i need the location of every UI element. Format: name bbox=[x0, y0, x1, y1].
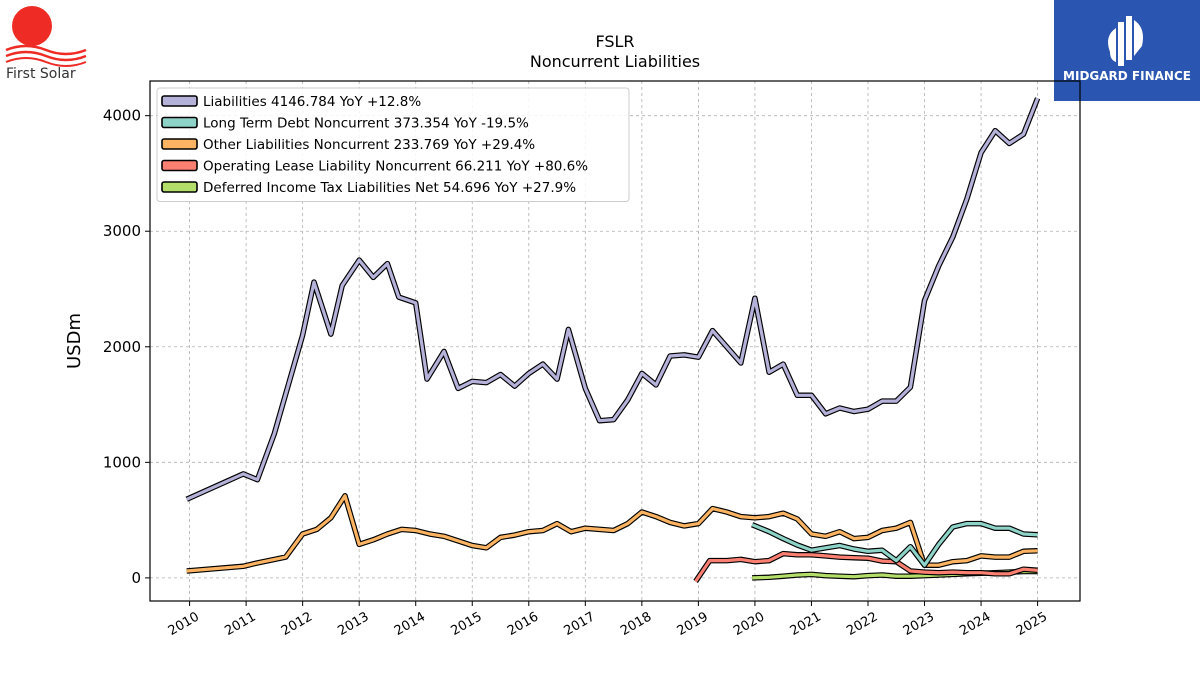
x-tick-label: 2018 bbox=[618, 609, 654, 639]
series-line bbox=[694, 551, 1038, 583]
partner-name: MIDGARD FINANCE bbox=[1063, 69, 1191, 83]
series-line bbox=[186, 97, 1040, 501]
x-tick-label: 2023 bbox=[901, 609, 937, 639]
legend: Liabilities 4146.784 YoY +12.8% Long Term… bbox=[156, 87, 630, 202]
legend-swatch bbox=[161, 159, 198, 172]
brand-name: First Solar bbox=[6, 66, 76, 82]
series-line bbox=[186, 494, 1038, 573]
first-solar-logo: First Solar bbox=[4, 4, 104, 84]
series-0 bbox=[185, 97, 1041, 502]
x-tick-label: 2021 bbox=[788, 609, 824, 639]
legend-swatch bbox=[161, 95, 198, 107]
legend-entry: Deferred Income Tax Liabilities Net 54.6… bbox=[203, 180, 576, 196]
legend-entry: Liabilities 4146.784 YoY +12.8% bbox=[203, 94, 421, 110]
wave-icon bbox=[5, 44, 87, 67]
legend-entry: Long Term Debt Noncurrent 373.354 YoY -1… bbox=[203, 116, 529, 132]
series-1 bbox=[751, 520, 1038, 568]
series-lines bbox=[185, 97, 1041, 583]
x-tick-label: 2012 bbox=[279, 609, 315, 639]
plot-frame bbox=[149, 80, 1081, 602]
x-tick-label: 2017 bbox=[562, 609, 598, 639]
x-tick-label: 2014 bbox=[392, 609, 428, 639]
y-tick-label: 0 bbox=[131, 569, 141, 587]
x-tick-label: 2010 bbox=[166, 609, 202, 639]
y-tick-label: 1000 bbox=[103, 453, 141, 471]
x-tick-label: 2020 bbox=[731, 609, 767, 639]
x-tick-label: 2016 bbox=[505, 609, 541, 639]
x-tick-label: 2011 bbox=[222, 609, 258, 639]
legend-box bbox=[156, 87, 630, 202]
legend-swatch bbox=[161, 116, 198, 129]
midgard-emblem-icon bbox=[1054, 0, 1200, 101]
legend-entry: Other Liabilities Noncurrent 233.769 YoY… bbox=[203, 137, 535, 153]
y-tick-label: 2000 bbox=[103, 338, 141, 356]
sun-icon bbox=[12, 6, 52, 46]
x-tick-label: 2022 bbox=[844, 609, 880, 639]
legend-entry: Operating Lease Liability Noncurrent 66.… bbox=[203, 159, 588, 175]
x-tick-label: 2019 bbox=[675, 609, 711, 639]
series-3 bbox=[693, 550, 1038, 583]
series-outline bbox=[186, 493, 1038, 574]
x-tick-label: 2024 bbox=[957, 609, 993, 639]
x-tick-label: 2013 bbox=[335, 609, 371, 639]
legend-swatch bbox=[161, 181, 198, 193]
y-tick-label: 3000 bbox=[103, 222, 141, 240]
chart-subtitle: Noncurrent Liabilities bbox=[530, 52, 700, 71]
x-tick-label: 2025 bbox=[1014, 609, 1050, 639]
y-tick-label: 4000 bbox=[103, 107, 141, 125]
legend-swatch bbox=[161, 138, 198, 150]
chart-title: FSLR bbox=[595, 32, 634, 51]
y-axis-label: USDm bbox=[64, 313, 85, 369]
x-tick-label: 2015 bbox=[448, 609, 484, 639]
midgard-finance-logo: MIDGARD FINANCE bbox=[1054, 0, 1200, 101]
series-line bbox=[751, 521, 1038, 567]
series-2 bbox=[186, 493, 1038, 574]
